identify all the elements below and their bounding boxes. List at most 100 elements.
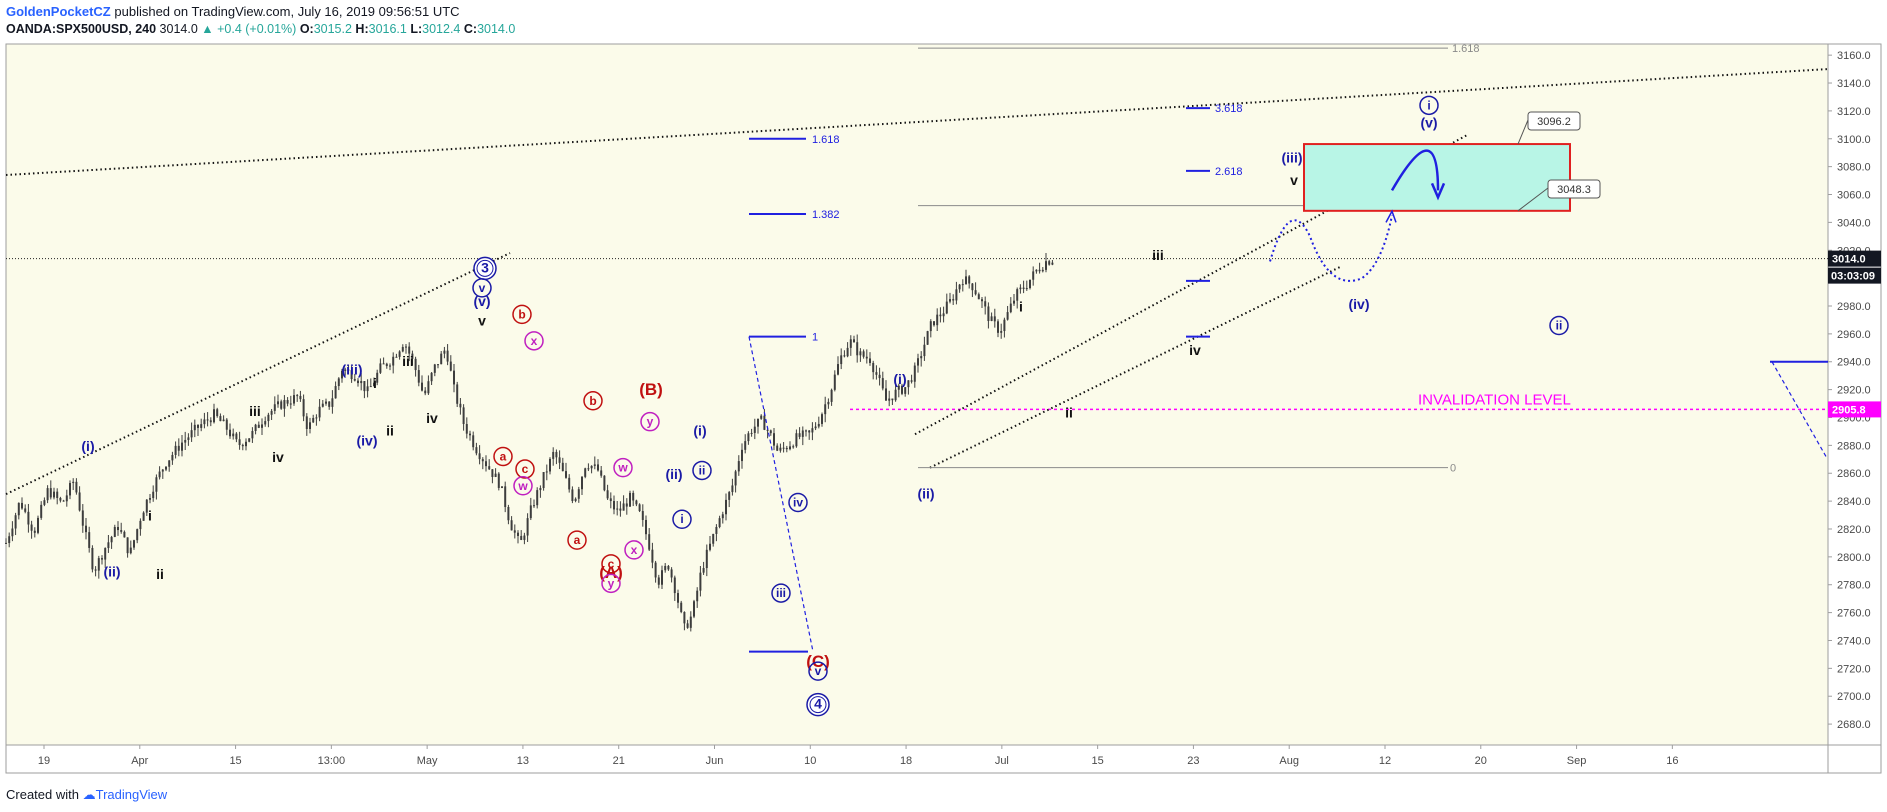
fib-gray-label: 0 xyxy=(1450,463,1456,475)
wave-circle-label: i xyxy=(680,512,683,526)
y-tick-label: 2860.0 xyxy=(1837,468,1871,480)
candle-body xyxy=(533,505,535,507)
candle-body xyxy=(302,399,305,417)
y-tick-label: 2740.0 xyxy=(1837,635,1871,647)
author-name[interactable]: GoldenPocketCZ xyxy=(6,4,111,19)
candle-body xyxy=(693,601,695,617)
candle-body xyxy=(69,483,71,496)
x-tick-label: 13 xyxy=(517,755,529,767)
candle-body xyxy=(235,433,238,440)
candle-body xyxy=(305,416,308,429)
callout-label: 3048.3 xyxy=(1557,184,1591,196)
candle-body xyxy=(494,473,497,477)
candle-body xyxy=(5,542,7,544)
candle-body xyxy=(661,570,663,585)
candle-body xyxy=(789,446,791,450)
candle-body xyxy=(571,489,574,502)
symbol-name[interactable]: OANDA:SPX500USD, 240 xyxy=(6,22,157,36)
candle-body xyxy=(168,460,171,467)
candle-body xyxy=(334,386,337,399)
fib-blue-label: 1.618 xyxy=(812,134,840,146)
candle-body xyxy=(936,314,939,326)
wave-label: (iii) xyxy=(1282,149,1303,165)
candle-body xyxy=(347,369,350,371)
wave-label: v xyxy=(478,313,486,329)
candle-body xyxy=(229,429,231,437)
y-tick-label: 3120.0 xyxy=(1837,106,1871,118)
candle-body xyxy=(491,469,494,477)
footer: Created with ☁TradingView xyxy=(6,787,167,803)
y-tick-label: 3140.0 xyxy=(1837,78,1871,90)
candle-body xyxy=(382,363,385,365)
open-label: O: xyxy=(299,22,314,36)
candle-body xyxy=(865,356,868,359)
tradingview-brand[interactable]: TradingView xyxy=(95,787,168,802)
candle-body xyxy=(197,424,199,428)
candle-body xyxy=(101,558,103,560)
wave-label: (iv) xyxy=(357,432,378,448)
candle-body xyxy=(469,433,471,436)
x-tick-label: 15 xyxy=(229,755,241,767)
candle-body xyxy=(85,525,87,533)
wave-circle xyxy=(808,661,828,681)
invalidation-label: INVALIDATION LEVEL xyxy=(1418,391,1571,408)
candle-body xyxy=(353,379,356,381)
candle-body xyxy=(155,477,158,492)
candle-body xyxy=(373,382,375,387)
candle-body xyxy=(350,370,353,380)
candle-body xyxy=(734,471,737,486)
candle-body xyxy=(613,501,615,510)
candle-body xyxy=(731,485,734,493)
fib-gray-label: 1.618 xyxy=(1452,43,1480,55)
wave-circle-label: c xyxy=(522,462,529,476)
y-tick-label: 3060.0 xyxy=(1837,190,1871,202)
candle-body xyxy=(641,511,644,520)
candle-body xyxy=(446,350,449,362)
candle-body xyxy=(808,430,811,433)
candle-body xyxy=(97,558,100,571)
created-with-text: Created with xyxy=(6,787,79,802)
wave-circle xyxy=(493,446,513,467)
wave-label: ii xyxy=(156,566,164,582)
candle-body xyxy=(293,395,295,404)
candle-body xyxy=(33,530,36,533)
candle-body xyxy=(520,535,523,540)
candle-body xyxy=(961,284,964,286)
candle-body xyxy=(392,356,395,366)
candle-body xyxy=(1000,331,1003,333)
candle-body xyxy=(667,565,670,570)
wave-label: iii xyxy=(249,403,261,419)
candle-body xyxy=(133,540,135,548)
candle-body xyxy=(555,451,558,458)
candle-body xyxy=(126,537,129,554)
candle-body xyxy=(430,372,433,382)
candle-body xyxy=(728,492,731,500)
candle-body xyxy=(1019,287,1022,290)
candle-body xyxy=(705,549,708,569)
candle-body xyxy=(117,526,119,531)
candle-body xyxy=(200,424,203,428)
candle-body xyxy=(245,441,247,447)
fib-blue-label: 3.618 xyxy=(1215,103,1243,115)
candle-body xyxy=(1051,262,1054,265)
candle-body xyxy=(501,486,503,488)
wave-circle xyxy=(640,411,660,432)
wave-label: iv xyxy=(1189,342,1201,358)
candle-body xyxy=(1029,279,1031,289)
candle-body xyxy=(91,547,94,570)
candle-body xyxy=(753,426,756,433)
wave-circle xyxy=(512,304,532,325)
candle-body xyxy=(993,316,996,322)
candle-body xyxy=(145,499,148,513)
candle-body xyxy=(869,358,871,363)
candle-body xyxy=(1035,269,1038,272)
candle-body xyxy=(88,532,91,548)
y-tick-label: 2840.0 xyxy=(1837,496,1871,508)
candle-body xyxy=(760,415,763,419)
wave-circle-label: ii xyxy=(1556,319,1563,333)
candle-body xyxy=(798,433,801,437)
candle-body xyxy=(379,363,382,373)
candle-body xyxy=(680,602,683,612)
candle-body xyxy=(40,504,43,518)
